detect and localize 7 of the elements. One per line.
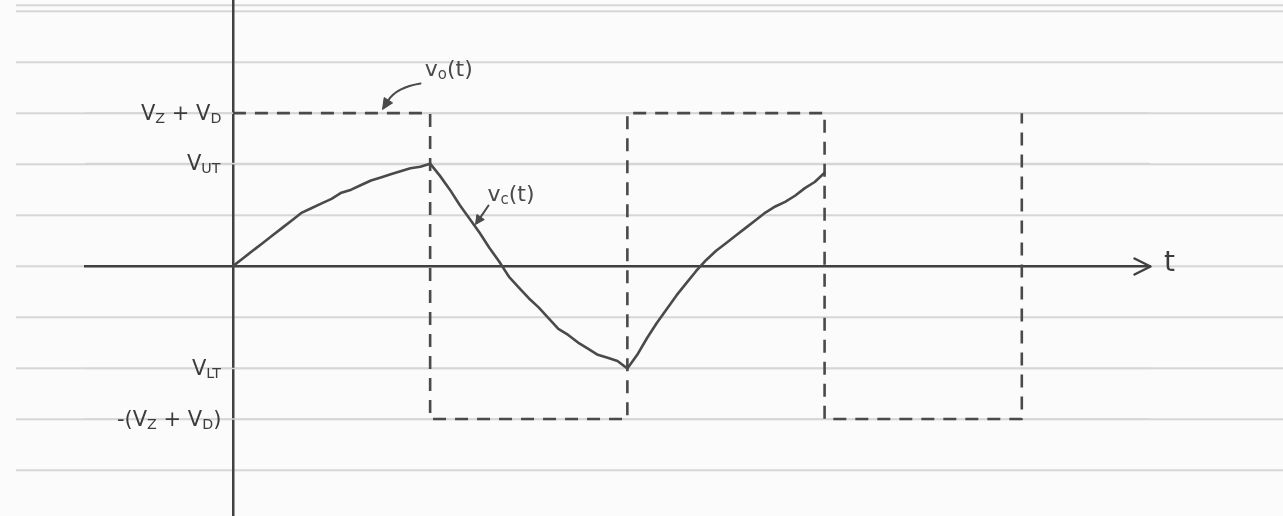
series-label: v$_{o}$(t) xyxy=(424,56,473,84)
ref-line-label: V$_{Z}$ + V$_{D}$ xyxy=(140,100,222,126)
ref-line-label: V$_{LT}$ xyxy=(191,356,221,381)
series-label: v$_{c}$(t) xyxy=(487,181,535,209)
ref-line-label: V$_{UT}$ xyxy=(186,151,221,176)
x-axis-title: t xyxy=(1164,244,1175,278)
ref-line-label: -(V$_{Z}$ + V$_{D}$) xyxy=(116,406,222,432)
